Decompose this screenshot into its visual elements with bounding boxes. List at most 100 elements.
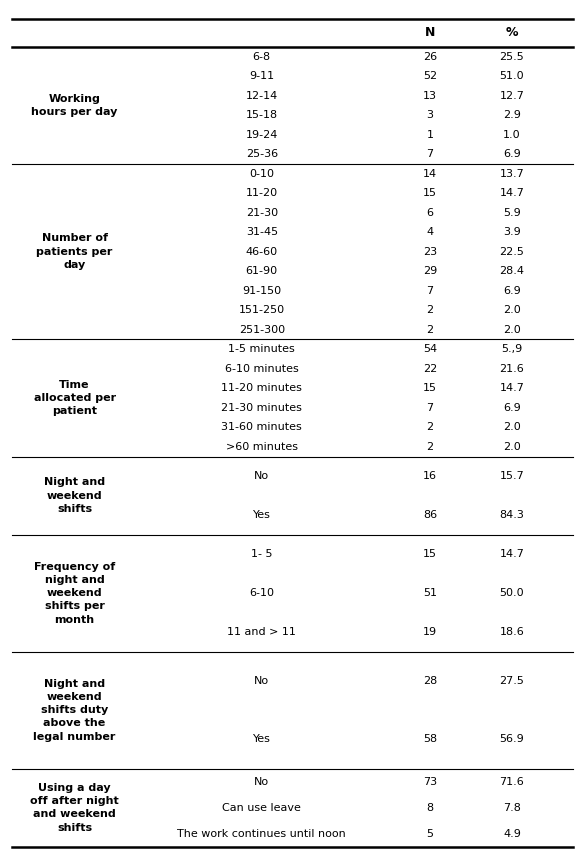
Text: Night and
weekend
shifts: Night and weekend shifts (44, 477, 105, 514)
Text: 7: 7 (426, 403, 433, 413)
Text: Time
allocated per
patient: Time allocated per patient (33, 380, 116, 416)
Text: 2: 2 (426, 422, 433, 432)
Text: 7: 7 (426, 286, 433, 295)
Text: 21.6: 21.6 (500, 363, 524, 374)
Text: 11-20: 11-20 (246, 188, 278, 198)
Text: Working
hours per day: Working hours per day (32, 94, 118, 117)
Text: Yes: Yes (253, 510, 271, 520)
Text: 56.9: 56.9 (500, 734, 524, 745)
Text: 23: 23 (423, 247, 437, 257)
Text: 25.5: 25.5 (500, 52, 524, 61)
Text: 5.,9: 5.,9 (501, 344, 522, 354)
Text: The work continues until noon: The work continues until noon (177, 829, 346, 839)
Text: 13: 13 (423, 90, 437, 100)
Text: 14.7: 14.7 (500, 383, 524, 393)
Text: 50.0: 50.0 (500, 588, 524, 598)
Text: 6-8: 6-8 (253, 52, 271, 61)
Text: 15: 15 (423, 383, 437, 393)
Text: 5.9: 5.9 (503, 208, 521, 218)
Text: 2.0: 2.0 (503, 325, 521, 334)
Text: 91-150: 91-150 (242, 286, 281, 295)
Text: 6: 6 (426, 208, 433, 218)
Text: 15.7: 15.7 (500, 471, 524, 481)
Text: 1- 5: 1- 5 (251, 549, 273, 559)
Text: Can use leave: Can use leave (222, 802, 301, 813)
Text: 14.7: 14.7 (500, 188, 524, 198)
Text: 71.6: 71.6 (500, 777, 524, 786)
Text: 19-24: 19-24 (246, 129, 278, 140)
Text: Yes: Yes (253, 734, 271, 745)
Text: 6.9: 6.9 (503, 149, 521, 159)
Text: 2.9: 2.9 (503, 110, 521, 120)
Text: No: No (254, 676, 269, 686)
Text: >60 minutes: >60 minutes (226, 442, 298, 452)
Text: 73: 73 (423, 777, 437, 786)
Text: 61-90: 61-90 (246, 266, 278, 277)
Text: 151-250: 151-250 (239, 306, 285, 315)
Text: 6-10: 6-10 (249, 588, 274, 598)
Text: No: No (254, 777, 269, 786)
Text: 11-20 minutes: 11-20 minutes (221, 383, 302, 393)
Text: 3: 3 (426, 110, 433, 120)
Text: 1: 1 (426, 129, 433, 140)
Text: %: % (505, 26, 518, 39)
Text: 54: 54 (423, 344, 437, 354)
Text: 4.9: 4.9 (503, 829, 521, 839)
Text: 2.0: 2.0 (503, 306, 521, 315)
Text: 25-36: 25-36 (246, 149, 278, 159)
Text: 21-30 minutes: 21-30 minutes (221, 403, 302, 413)
Text: 7: 7 (426, 149, 433, 159)
Text: No: No (254, 471, 269, 481)
Text: Number of
patients per
day: Number of patients per day (36, 233, 113, 270)
Text: 9-11: 9-11 (249, 71, 274, 81)
Text: 2: 2 (426, 325, 433, 334)
Text: 19: 19 (423, 627, 437, 637)
Text: 1-5 minutes: 1-5 minutes (228, 344, 295, 354)
Text: 58: 58 (423, 734, 437, 745)
Text: 8: 8 (426, 802, 433, 813)
Text: 4: 4 (426, 227, 433, 237)
Text: 16: 16 (423, 471, 437, 481)
Text: 22.5: 22.5 (500, 247, 524, 257)
Text: 29: 29 (423, 266, 437, 277)
Text: 28: 28 (423, 676, 437, 686)
Text: 14: 14 (423, 168, 437, 179)
Text: 18.6: 18.6 (500, 627, 524, 637)
Text: 7.8: 7.8 (503, 802, 521, 813)
Text: Using a day
off after night
and weekend
shifts: Using a day off after night and weekend … (30, 783, 119, 832)
Text: 22: 22 (423, 363, 437, 374)
Text: 31-45: 31-45 (246, 227, 278, 237)
Text: 1.0: 1.0 (503, 129, 521, 140)
Text: 6.9: 6.9 (503, 286, 521, 295)
Text: 51.0: 51.0 (500, 71, 524, 81)
Text: 0-10: 0-10 (249, 168, 274, 179)
Text: Night and
weekend
shifts duty
above the
legal number: Night and weekend shifts duty above the … (33, 679, 116, 741)
Text: 2: 2 (426, 442, 433, 452)
Text: 15: 15 (423, 549, 437, 559)
Text: 12-14: 12-14 (246, 90, 278, 100)
Text: 11 and > 11: 11 and > 11 (228, 627, 296, 637)
Text: 27.5: 27.5 (500, 676, 524, 686)
Text: 13.7: 13.7 (500, 168, 524, 179)
Text: 15-18: 15-18 (246, 110, 278, 120)
Text: 31-60 minutes: 31-60 minutes (221, 422, 302, 432)
Text: 6.9: 6.9 (503, 403, 521, 413)
Text: 14.7: 14.7 (500, 549, 524, 559)
Text: 12.7: 12.7 (500, 90, 524, 100)
Text: 3.9: 3.9 (503, 227, 521, 237)
Text: 5: 5 (426, 829, 433, 839)
Text: 6-10 minutes: 6-10 minutes (225, 363, 299, 374)
Text: 251-300: 251-300 (239, 325, 285, 334)
Text: 21-30: 21-30 (246, 208, 278, 218)
Text: 2: 2 (426, 306, 433, 315)
Text: 51: 51 (423, 588, 437, 598)
Text: 84.3: 84.3 (500, 510, 524, 520)
Text: 28.4: 28.4 (500, 266, 524, 277)
Text: N: N (425, 26, 435, 39)
Text: 52: 52 (423, 71, 437, 81)
Text: 15: 15 (423, 188, 437, 198)
Text: Frequency of
night and
weekend
shifts per
month: Frequency of night and weekend shifts pe… (34, 562, 115, 625)
Text: 2.0: 2.0 (503, 442, 521, 452)
Text: 26: 26 (423, 52, 437, 61)
Text: 86: 86 (423, 510, 437, 520)
